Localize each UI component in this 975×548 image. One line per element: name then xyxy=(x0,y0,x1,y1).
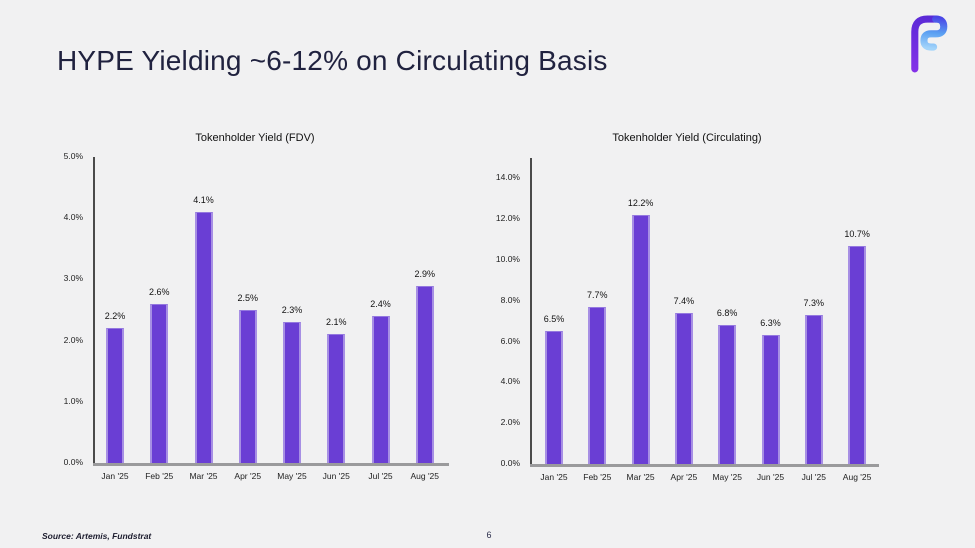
y-axis-tick-label: 4.0% xyxy=(63,212,83,223)
bar-aug xyxy=(848,245,867,464)
bar-value-label: 10.7% xyxy=(844,228,870,239)
bar-value-label: 4.1% xyxy=(193,195,214,206)
y-axis-tick-label: 14.0% xyxy=(495,172,520,183)
bar-aug xyxy=(415,285,434,463)
bar-value-label: 2.2% xyxy=(104,311,126,322)
bar-value-label: 2.6% xyxy=(148,286,170,297)
bar-jan xyxy=(545,331,563,464)
x-axis-category-label: Mar '25 xyxy=(626,472,655,482)
bar-apr xyxy=(674,313,693,464)
bar-value-label: 6.5% xyxy=(543,314,565,325)
bar-value-label: 6.3% xyxy=(760,318,781,329)
x-axis-category-label: Apr '25 xyxy=(670,472,698,482)
x-axis-category-label: Jan '25 xyxy=(540,472,568,482)
bar-feb xyxy=(150,303,169,463)
chart-title: Tokenholder Yield (Circulating) xyxy=(612,132,762,144)
x-axis-category-label: Jul '25 xyxy=(368,471,393,481)
chart-title: Tokenholder Yield (FDV) xyxy=(195,132,315,144)
x-axis-category-label: Mar '25 xyxy=(189,471,218,481)
y-axis-line xyxy=(530,158,532,464)
x-axis-category-label: Jun '25 xyxy=(756,472,785,482)
x-axis-line xyxy=(93,463,449,466)
bar-jun xyxy=(761,335,780,464)
bar-value-label: 6.8% xyxy=(716,308,738,319)
y-axis-tick-label: 4.0% xyxy=(500,376,520,387)
bar-may xyxy=(283,322,301,463)
y-axis-tick-label: 1.0% xyxy=(63,395,83,406)
bar-feb xyxy=(588,306,607,464)
x-axis-category-label: May '25 xyxy=(712,472,742,482)
bar-jul xyxy=(371,316,390,463)
fundstrat-f-logo xyxy=(911,15,948,73)
y-axis-tick-label: 12.0% xyxy=(495,213,520,224)
bar-value-label: 2.3% xyxy=(281,305,303,316)
bar-jan xyxy=(106,328,124,463)
x-axis-category-label: Aug '25 xyxy=(410,471,440,481)
y-axis-tick-label: 0.0% xyxy=(500,458,520,468)
y-axis-tick-label: 8.0% xyxy=(500,294,520,305)
x-axis-category-label: Jun '25 xyxy=(322,471,350,481)
bar-may xyxy=(718,325,737,464)
bar-value-label: 7.3% xyxy=(803,298,825,309)
x-axis-category-label: Apr '25 xyxy=(234,471,262,481)
x-axis-line xyxy=(530,464,879,467)
x-axis-category-label: May '25 xyxy=(277,471,307,481)
bar-value-label: 2.1% xyxy=(325,317,347,328)
bar-value-label: 7.4% xyxy=(673,296,695,307)
x-axis-category-label: Feb '25 xyxy=(583,472,612,482)
bar-value-label: 7.7% xyxy=(587,289,608,300)
page-number: 6 xyxy=(486,530,492,540)
logo-stroke-purple xyxy=(911,15,940,73)
x-axis-category-label: Jan '25 xyxy=(101,471,129,481)
x-axis-category-label: Jul '25 xyxy=(801,472,826,482)
y-axis-tick-label: 5.0% xyxy=(63,151,83,161)
bar-value-label: 2.9% xyxy=(414,268,435,279)
y-axis-tick-label: 3.0% xyxy=(63,273,83,284)
slide-title: HYPE Yielding ~6-12% on Circulating Basi… xyxy=(57,45,608,76)
bar-mar xyxy=(194,212,213,463)
bar-jun xyxy=(327,334,346,463)
y-axis-tick-label: 10.0% xyxy=(495,254,520,264)
bar-value-label: 2.5% xyxy=(237,293,258,303)
bar-apr xyxy=(238,310,257,463)
x-axis-category-label: Aug '25 xyxy=(842,472,872,482)
bar-value-label: 12.2% xyxy=(627,198,654,209)
y-axis-tick-label: 0.0% xyxy=(63,457,83,467)
bar-jul xyxy=(804,315,823,464)
logo-stroke-blue xyxy=(920,15,948,51)
bar-value-label: 2.4% xyxy=(370,299,391,310)
y-axis-tick-label: 6.0% xyxy=(500,335,520,346)
bar-mar xyxy=(631,215,650,464)
y-axis-tick-label: 2.0% xyxy=(500,417,520,428)
source-note: Source: Artemis, Fundstrat xyxy=(42,531,152,541)
x-axis-category-label: Feb '25 xyxy=(145,471,174,481)
y-axis-line xyxy=(93,157,95,463)
y-axis-tick-label: 2.0% xyxy=(63,334,83,345)
